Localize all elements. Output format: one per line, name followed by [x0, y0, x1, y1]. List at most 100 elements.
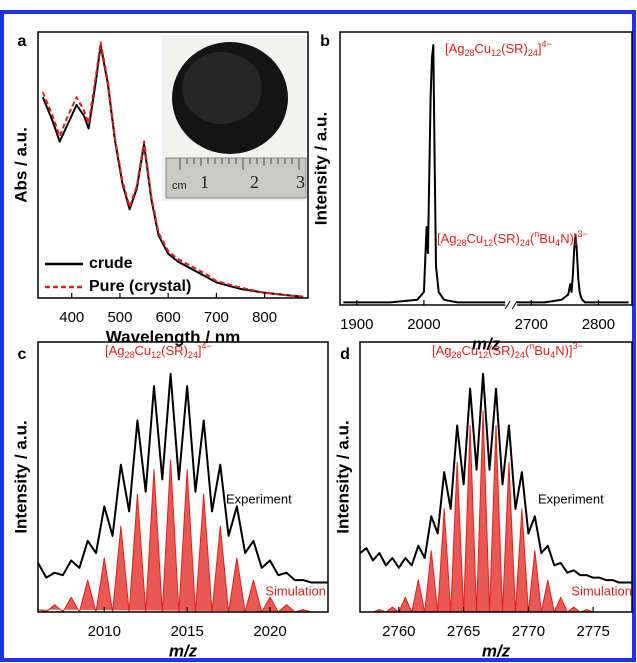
x-axis-label: m/z	[169, 641, 198, 660]
annotation-part: [Ag	[437, 231, 457, 246]
annotation-part: 12	[491, 48, 501, 58]
annotation-part: 28	[465, 48, 475, 58]
ruler	[165, 157, 307, 199]
x-tick-label: 2775	[576, 623, 609, 640]
x-tick-label: 800	[252, 309, 277, 326]
annotation-part: 4−	[202, 341, 212, 351]
annotation-part: 4−	[542, 39, 552, 49]
annotation-part: 24	[528, 48, 538, 58]
y-axis-label: Intensity / a.u.	[11, 420, 30, 533]
ruler-number: 3	[296, 172, 305, 192]
axis-break	[511, 300, 518, 310]
axis-break-gap	[505, 301, 518, 309]
annotation-part: N)]	[560, 231, 577, 246]
annotation-part: (	[530, 231, 535, 246]
annotation: [Ag28Cu12(SR)24(nBu4N)]3−	[437, 229, 588, 248]
y-axis-label: Intensity / a.u.	[333, 420, 352, 533]
annotation: [Ag28Cu12(SR)24]4−	[105, 341, 212, 360]
annotation-part: 24	[515, 350, 525, 360]
x-tick-label: 2015	[170, 623, 203, 640]
annotation-part: (SR)	[161, 343, 188, 358]
annotation-part: 28	[125, 350, 135, 360]
x-tick-label: 2800	[582, 316, 615, 333]
series-line	[38, 372, 328, 584]
series-line	[360, 372, 632, 584]
annotation-part: 3−	[578, 229, 588, 239]
annotation-part: 24	[520, 238, 530, 248]
x-tick-label: 2700	[515, 316, 548, 333]
ruler-unit: cm	[172, 180, 187, 192]
plot-frame	[37, 31, 309, 299]
annotation-part: 28	[457, 238, 467, 248]
inset-photo: cm 1 2 3	[162, 35, 307, 201]
annotation-part: (SR)	[493, 231, 520, 246]
x-tick-label: 2765	[447, 623, 480, 640]
panel-label: a	[18, 33, 27, 50]
annotation-part: (SR)	[488, 343, 515, 358]
y-axis-label: Intensity / a.u.	[311, 112, 330, 225]
crystal-pile-highlight	[182, 52, 262, 124]
annotation: [Ag28Cu12(SR)24]4−	[445, 39, 552, 58]
annotation-part: 12	[151, 350, 161, 360]
x-tick-label: 700	[204, 309, 229, 326]
annotation-part: 28	[452, 350, 462, 360]
series-label: Experiment	[226, 491, 292, 506]
plot-frame	[359, 341, 633, 613]
annotation-part: 4	[555, 238, 560, 248]
axis-break	[504, 300, 511, 310]
x-tick-label: 2000	[407, 316, 440, 333]
x-tick-label: 1900	[340, 316, 373, 333]
x-tick-label: 2020	[253, 623, 286, 640]
series-line	[41, 41, 304, 298]
annotation-part: 24	[188, 350, 198, 360]
panel-label: c	[18, 346, 27, 363]
annotation-part: Cu	[475, 41, 492, 56]
annotation-part: Cu	[467, 231, 484, 246]
plot-frame	[339, 31, 633, 306]
plot-frame	[37, 341, 329, 613]
annotation-part: [Ag	[105, 343, 125, 358]
series-line	[360, 410, 632, 612]
x-tick-label: 2760	[382, 623, 415, 640]
ruler-ticks	[179, 158, 300, 170]
annotation-part: 4	[550, 350, 555, 360]
annotation-part: 12	[478, 350, 488, 360]
annotation-part: ]	[538, 41, 542, 56]
annotation-part: n	[529, 341, 534, 351]
series-label: Simulation	[571, 583, 632, 598]
annotation-part: n	[534, 229, 539, 239]
annotation-part: [Ag	[432, 343, 452, 358]
ruler-number: 1	[200, 172, 209, 192]
x-tick-label: 2010	[88, 623, 121, 640]
annotation: [Ag28Cu12(SR)24(nBu4N)]3−	[432, 341, 583, 360]
series-label: Experiment	[538, 491, 604, 506]
ruler-number: 2	[250, 172, 259, 192]
annotation-part: Bu	[534, 343, 550, 358]
annotation-part: Cu	[135, 343, 152, 358]
annotation-part: 12	[483, 238, 493, 248]
panel-label: b	[320, 33, 330, 50]
x-tick-label: 600	[156, 309, 181, 326]
panel-label: d	[340, 346, 350, 363]
annotation-part: [Ag	[445, 41, 465, 56]
annotation-part: (	[525, 343, 530, 358]
annotation-part: ]	[198, 343, 202, 358]
annotation-part: N)]	[555, 343, 572, 358]
frame	[0, 10, 636, 662]
annotation-part: 3−	[573, 341, 583, 351]
x-axis-label: m/z	[472, 334, 501, 353]
annotation-part: Bu	[539, 231, 555, 246]
annotation-part: Cu	[462, 343, 479, 358]
y-axis-label: Abs / a.u.	[11, 127, 30, 203]
legend-label: crude	[89, 255, 133, 272]
annotation-part: (SR)	[501, 41, 528, 56]
series-label: Simulation	[265, 583, 326, 598]
x-tick-label: 400	[59, 309, 84, 326]
legend-label: Pure (crystal)	[89, 278, 191, 295]
x-tick-label: 500	[107, 309, 132, 326]
x-tick-label: 2770	[512, 623, 545, 640]
series-line	[38, 459, 328, 612]
x-axis-label: m/z	[482, 641, 511, 660]
